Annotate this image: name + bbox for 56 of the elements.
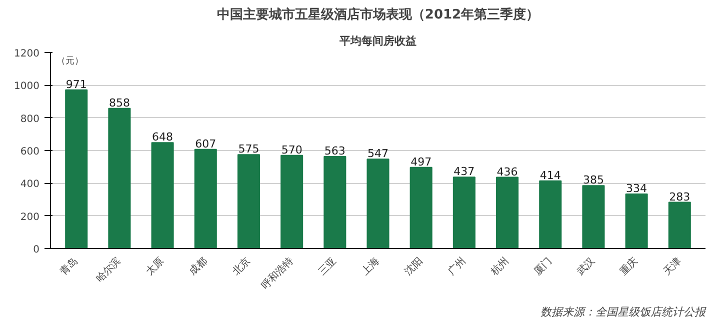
data-label: 648 (152, 130, 174, 144)
bar (410, 166, 432, 248)
x-tick-label: 上海 (359, 254, 382, 278)
x-tick-label: 杭州 (488, 254, 512, 278)
y-tick-label: 600 (20, 146, 40, 158)
y-tick-label: 1200 (14, 48, 40, 60)
data-label: 497 (410, 155, 432, 168)
bar (496, 176, 519, 248)
chart-subtitle: 平均每间房收益 (338, 34, 416, 48)
source-note: 数据来源：全国星级饭店统计公报 (540, 306, 706, 318)
x-tick-label: 广州 (445, 254, 468, 278)
x-tick-label: 哈尔滨 (94, 254, 124, 285)
data-label: 283 (669, 190, 690, 204)
data-label: 570 (281, 143, 302, 156)
bar (582, 185, 605, 248)
bar (280, 154, 304, 248)
x-tick-label: 青岛 (58, 254, 80, 278)
x-tick-label: 呼和浩特 (258, 254, 296, 292)
bar (324, 156, 346, 248)
data-label: 385 (582, 174, 604, 187)
bar (539, 180, 562, 248)
x-tick-label: 太原 (144, 254, 166, 278)
x-tick-label: 天津 (660, 254, 684, 278)
data-label: 437 (454, 165, 475, 178)
x-tick-label: 北京 (230, 254, 253, 278)
data-label: 971 (66, 78, 87, 91)
x-tick-label: 武汉 (574, 254, 598, 278)
x-tick-label: 厦门 (532, 254, 554, 278)
y-tick-label: 800 (20, 114, 40, 125)
data-label: 414 (540, 168, 561, 182)
x-tick-label: 重庆 (618, 254, 640, 278)
data-label: 547 (368, 147, 388, 160)
data-label: 575 (238, 142, 260, 156)
x-tick-label: 沈阳 (402, 254, 425, 278)
y-tick-label: 1000 (14, 81, 40, 92)
bar (668, 202, 691, 248)
bar (151, 142, 174, 248)
bar (194, 148, 217, 248)
y-tick-label: 400 (20, 179, 40, 190)
data-label: 563 (324, 144, 346, 158)
bar (366, 158, 390, 248)
bar (452, 176, 476, 248)
x-tick-label: 成都 (186, 254, 210, 278)
y-tick-label: 0 (33, 244, 40, 256)
data-label: 436 (496, 165, 518, 178)
bar (237, 154, 260, 248)
chart-title: 中国主要城市五星级酒店市场表现（2012年第三季度） (216, 6, 540, 22)
bar (108, 108, 131, 248)
data-label: 858 (108, 96, 130, 110)
data-label: 607 (195, 137, 216, 150)
x-tick-label: 三亚 (316, 256, 339, 278)
y-axis-title: （元） (56, 56, 84, 66)
bar (625, 193, 648, 248)
data-label: 334 (626, 182, 648, 195)
y-tick-label: 200 (20, 212, 40, 223)
bar (65, 89, 88, 248)
